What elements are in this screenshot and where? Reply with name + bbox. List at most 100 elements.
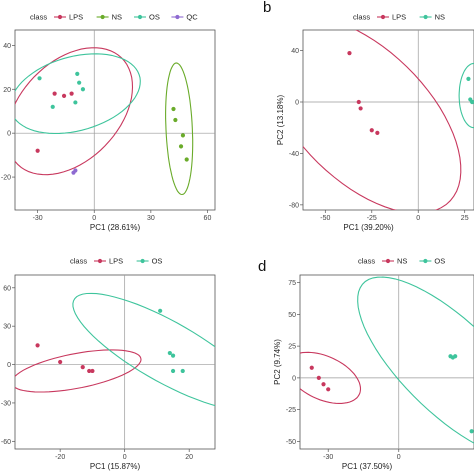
x-axis-label: PC1 (37.50%) [342, 462, 393, 471]
x-tick-label: -25 [367, 215, 377, 222]
data-point-ns [184, 157, 189, 162]
x-tick-label: -30 [33, 215, 43, 222]
x-tick-label: 60 [204, 215, 212, 222]
data-point-ns [171, 106, 176, 112]
data-point-ns [178, 144, 184, 149]
data-point-ns [321, 382, 326, 387]
data-point-os [50, 104, 55, 109]
legend-entry-ns: NS [435, 13, 445, 22]
x-axis-label: PC1 (28.61%) [90, 223, 141, 232]
data-point-ns [173, 117, 178, 123]
legend-key-dot [100, 14, 105, 20]
x-tick-label: 30 [147, 215, 155, 222]
legend-key-dot [57, 14, 63, 20]
data-point-qc [73, 168, 78, 173]
confidence-ellipse-ns [165, 62, 194, 196]
data-point-ns [309, 365, 314, 370]
data-point-ns [180, 133, 186, 138]
data-point-lps [35, 343, 40, 348]
x-tick-label: 20 [185, 454, 193, 461]
legend-key-dot [423, 258, 428, 264]
x-tick-label: 0 [123, 454, 127, 461]
legend-entry-os: OS [434, 257, 445, 266]
panel-label: b [263, 0, 271, 16]
plot-frame [14, 29, 216, 211]
x-tick-label: 25 [461, 215, 469, 222]
data-point-os [80, 87, 86, 92]
plot-content [15, 47, 194, 196]
x-axis-label: PC1 (15.87%) [90, 462, 141, 471]
data-point-lps [80, 365, 85, 370]
data-point-os [170, 353, 176, 358]
data-point-ns [466, 76, 471, 81]
data-point-lps [356, 99, 361, 105]
data-point-ns [326, 387, 331, 392]
y-tick-label: 40 [291, 48, 299, 55]
data-point-lps [69, 91, 74, 96]
x-tick-label: -50 [320, 215, 330, 222]
plot-content [15, 292, 215, 407]
data-point-os [453, 354, 458, 359]
y-tick-label: 0 [7, 131, 11, 138]
y-tick-label: 40 [3, 43, 11, 50]
legend-key-dot [137, 14, 143, 20]
panel-2: -50 -25 0 25 -80 -40 0 40 PC1 (39.20%) PC2 (13.18… [263, 0, 474, 232]
legend-title: class [30, 13, 47, 22]
data-point-lps [90, 368, 95, 374]
data-point-os [167, 350, 172, 356]
panel-4: -30 0 -50 -25 0 25 50 75 PC1 (37.50%) PC2 (9.74%)… [258, 257, 474, 471]
legend-key-dot [423, 14, 428, 20]
y-tick-label: 0 [295, 100, 299, 107]
y-tick-label: -80 [289, 202, 299, 209]
y-tick-label: -40 [289, 151, 299, 158]
legend-entry-lps: LPS [69, 13, 83, 22]
legend-entry-os: OS [152, 257, 163, 266]
y-tick-label: -25 [286, 407, 296, 414]
x-tick-label: -20 [55, 454, 65, 461]
data-point-os [77, 80, 82, 85]
data-point-lps [369, 128, 374, 133]
legend-key-dot [385, 258, 391, 264]
y-tick-label: 75 [288, 280, 296, 287]
plot-content [300, 276, 474, 444]
y-tick-label: 30 [3, 324, 11, 331]
y-tick-label: -50 [286, 439, 296, 446]
confidence-ellipse-ns [300, 351, 362, 404]
data-point-lps [61, 93, 67, 98]
plot-content [303, 30, 474, 210]
data-point-os [469, 429, 474, 434]
legend-key-dot [97, 258, 103, 264]
plot-frame [302, 29, 474, 211]
data-point-os [170, 368, 176, 374]
x-axis-label: PC1 (39.20%) [343, 223, 394, 232]
data-point-os [75, 71, 80, 77]
y-tick-label: 20 [3, 87, 11, 94]
y-axis-label: PC2 (9.74%) [273, 339, 282, 385]
legend-entry-ns: NS [112, 13, 122, 22]
x-tick-label: -30 [323, 454, 333, 461]
legend-key-dot [175, 14, 180, 20]
confidence-ellipse-os [357, 276, 474, 444]
panel-label: d [258, 258, 266, 275]
confidence-ellipse-lps [303, 30, 462, 210]
data-point-os [158, 308, 163, 313]
y-tick-label: -20 [1, 175, 11, 182]
legend-entry-ns: NS [397, 257, 407, 266]
x-tick-label: 0 [397, 454, 401, 461]
confidence-ellipse-os [15, 53, 141, 135]
confidence-ellipse-lps [15, 349, 142, 393]
legend-entry-os: OS [149, 13, 160, 22]
data-point-os [180, 368, 185, 374]
y-tick-label: 25 [288, 344, 296, 351]
y-tick-label: 50 [288, 312, 296, 319]
data-point-lps [35, 148, 40, 153]
plot-frame [14, 274, 216, 450]
data-point-lps [347, 51, 352, 56]
y-tick-label: 0 [292, 375, 296, 382]
legend-title: class [353, 13, 370, 22]
plot-frame [299, 274, 474, 450]
data-point-ns [470, 99, 474, 105]
legend-entry-qc: QC [186, 13, 198, 22]
confidence-ellipse-os [72, 292, 215, 407]
